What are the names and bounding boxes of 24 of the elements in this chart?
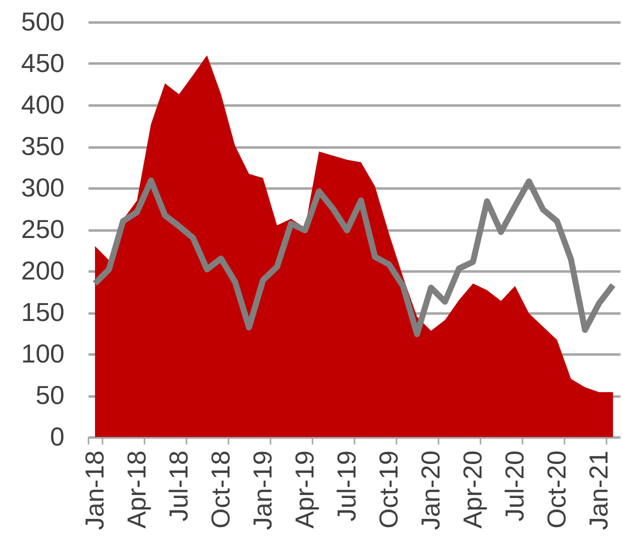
x-tick-label: Jan-18 <box>80 450 110 530</box>
x-tick-label: Jan-21 <box>584 450 614 530</box>
x-tick-label: Jul-20 <box>500 450 530 522</box>
x-tick-label: Apr-20 <box>458 450 488 529</box>
x-tick-label: Apr-18 <box>122 450 152 529</box>
y-tick-label: 300 <box>21 172 64 202</box>
y-tick-label: 500 <box>21 6 64 36</box>
y-tick-label: 100 <box>21 338 64 368</box>
y-tick-label: 450 <box>21 48 64 78</box>
y-tick-label: 150 <box>21 297 64 327</box>
y-tick-label: 400 <box>21 90 64 120</box>
y-tick-label: 50 <box>36 380 64 410</box>
y-tick-label: 350 <box>21 131 64 161</box>
x-tick-label: Jul-18 <box>164 450 194 522</box>
y-tick-label: 250 <box>21 214 64 244</box>
x-tick-label: Jul-19 <box>332 450 362 522</box>
x-tick-label: Oct-18 <box>206 450 236 529</box>
y-tick-label: 0 <box>50 422 64 452</box>
x-tick-label: Oct-19 <box>374 450 404 529</box>
x-tick-label: Jan-20 <box>416 450 446 530</box>
x-tick-label: Jan-19 <box>248 450 278 530</box>
x-tick-label: Apr-19 <box>290 450 320 529</box>
x-tick-label: Oct-20 <box>542 450 572 529</box>
y-tick-label: 200 <box>21 256 64 286</box>
